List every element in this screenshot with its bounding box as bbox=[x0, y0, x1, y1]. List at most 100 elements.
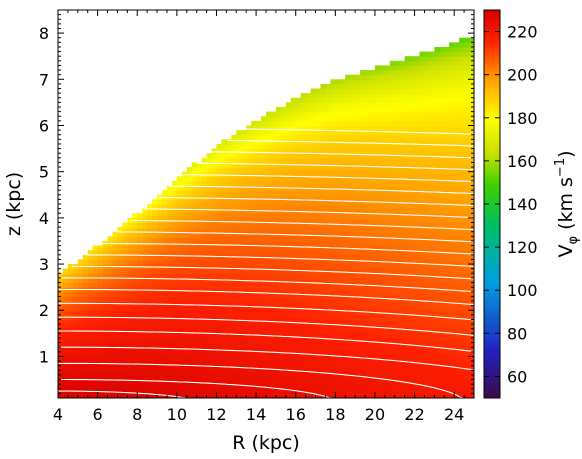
heatmap-cell bbox=[251, 236, 257, 242]
heatmap-cell bbox=[300, 259, 307, 265]
heatmap-cell bbox=[285, 222, 292, 228]
heatmap-cell bbox=[320, 167, 327, 173]
heatmap-cell bbox=[449, 365, 455, 371]
heatmap-cell bbox=[280, 190, 287, 196]
heatmap-cell bbox=[444, 148, 450, 154]
heatmap-cell bbox=[379, 319, 386, 325]
heatmap-cell bbox=[166, 231, 173, 237]
heatmap-cell bbox=[176, 370, 183, 376]
heatmap-cell bbox=[236, 139, 242, 145]
heatmap-cell bbox=[429, 356, 435, 362]
heatmap-cell bbox=[270, 342, 277, 348]
heatmap-cell bbox=[166, 314, 173, 321]
heatmap-cell bbox=[191, 231, 198, 237]
heatmap-cell bbox=[236, 194, 242, 200]
heatmap-cell bbox=[360, 250, 366, 256]
heatmap-cell bbox=[464, 125, 470, 131]
heatmap-cell bbox=[261, 143, 267, 150]
heatmap-cell bbox=[310, 148, 317, 154]
heatmap-cell bbox=[449, 180, 455, 187]
heatmap-cell bbox=[439, 171, 445, 177]
heatmap-cell bbox=[414, 388, 421, 394]
heatmap-cell bbox=[469, 125, 474, 131]
heatmap-cell bbox=[454, 116, 460, 122]
heatmap-cell bbox=[355, 240, 361, 247]
heatmap-cell bbox=[162, 287, 168, 293]
heatmap-cell bbox=[335, 250, 341, 256]
heatmap-cell bbox=[439, 384, 445, 390]
heatmap-cell bbox=[216, 157, 223, 164]
heatmap-cell bbox=[226, 361, 232, 367]
heatmap-cell bbox=[350, 83, 356, 90]
heatmap-cell bbox=[340, 282, 346, 288]
heatmap-cell bbox=[270, 125, 277, 131]
heatmap-cell bbox=[414, 176, 421, 182]
heatmap-cell bbox=[419, 305, 426, 311]
heatmap-cell bbox=[186, 301, 193, 307]
heatmap-cell bbox=[330, 116, 336, 122]
heatmap-cell bbox=[112, 273, 119, 279]
heatmap-cell bbox=[211, 277, 218, 284]
heatmap-cell bbox=[231, 324, 237, 330]
heatmap-cell bbox=[365, 393, 371, 398]
heatmap-cell bbox=[379, 88, 386, 94]
heatmap-cell bbox=[87, 333, 94, 339]
heatmap-cell bbox=[142, 365, 148, 371]
heatmap-cell bbox=[181, 245, 188, 251]
heatmap-cell bbox=[464, 88, 470, 94]
heatmap-cell bbox=[77, 370, 84, 376]
heatmap-cell bbox=[384, 301, 391, 307]
heatmap-cell bbox=[162, 227, 168, 233]
heatmap-cell bbox=[394, 379, 401, 385]
heatmap-cell bbox=[67, 347, 74, 353]
heatmap-cell bbox=[345, 277, 351, 284]
heatmap-cell bbox=[399, 277, 406, 284]
heatmap-cell bbox=[226, 291, 232, 297]
heatmap-cell bbox=[162, 231, 168, 237]
heatmap-cell bbox=[370, 328, 376, 334]
heatmap-cell bbox=[285, 143, 292, 150]
heatmap-cell bbox=[166, 245, 173, 251]
heatmap-cell bbox=[379, 162, 386, 168]
heatmap-cell bbox=[266, 139, 272, 145]
heatmap-cell bbox=[345, 97, 351, 103]
heatmap-cell bbox=[201, 379, 208, 385]
heatmap-cell bbox=[325, 176, 331, 182]
heatmap-cell bbox=[77, 365, 84, 371]
heatmap-cell bbox=[345, 176, 351, 182]
heatmap-cell bbox=[394, 143, 401, 150]
heatmap-cell bbox=[211, 227, 218, 233]
heatmap-cell bbox=[325, 157, 331, 164]
heatmap-cell bbox=[231, 287, 237, 293]
heatmap-cell bbox=[310, 296, 317, 302]
heatmap-cell bbox=[201, 199, 208, 205]
heatmap-cell bbox=[330, 120, 336, 127]
heatmap-cell bbox=[62, 356, 69, 362]
heatmap-cell bbox=[454, 236, 460, 242]
heatmap-cell bbox=[345, 213, 351, 219]
heatmap-cell bbox=[310, 107, 317, 113]
heatmap-cell bbox=[221, 240, 227, 247]
heatmap-cell bbox=[157, 347, 163, 353]
heatmap-cell bbox=[181, 208, 188, 214]
heatmap-cell bbox=[325, 134, 331, 140]
heatmap-cell bbox=[290, 277, 297, 284]
heatmap-cell bbox=[469, 333, 474, 339]
heatmap-cell bbox=[300, 314, 307, 321]
heatmap-cell bbox=[201, 180, 208, 187]
heatmap-cell bbox=[216, 333, 223, 339]
heatmap-cell bbox=[409, 245, 416, 251]
heatmap-cell bbox=[72, 296, 79, 302]
heatmap-cell bbox=[162, 314, 168, 321]
heatmap-cell bbox=[330, 231, 336, 237]
heatmap-cell bbox=[97, 351, 104, 358]
heatmap-cell bbox=[241, 250, 247, 256]
heatmap-cell bbox=[251, 153, 257, 159]
heatmap-cell bbox=[419, 264, 426, 270]
heatmap-cell bbox=[335, 157, 341, 164]
heatmap-cell bbox=[384, 217, 391, 224]
heatmap-cell bbox=[176, 356, 183, 362]
heatmap-cell bbox=[137, 273, 143, 279]
heatmap-cell bbox=[112, 347, 119, 353]
y-tick-label: 2 bbox=[39, 301, 49, 320]
